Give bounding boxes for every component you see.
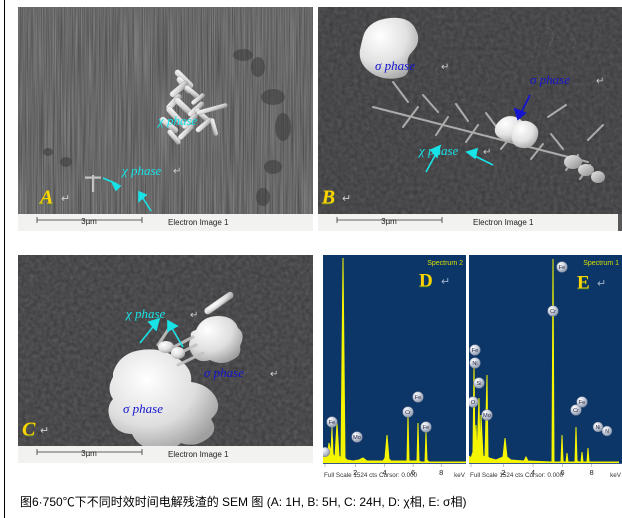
svg-text:Fe: Fe xyxy=(329,420,335,426)
svg-text:Fe: Fe xyxy=(423,425,429,431)
svg-text:↵: ↵ xyxy=(190,310,198,321)
svg-text:↵: ↵ xyxy=(483,147,491,158)
svg-text:Spectrum 1: Spectrum 1 xyxy=(583,260,619,267)
svg-text:χ phase: χ phase xyxy=(417,143,459,158)
svg-text:Cr: Cr xyxy=(550,309,556,315)
svg-text:χ phase: χ phase xyxy=(124,306,166,321)
svg-text:σ phase: σ phase xyxy=(530,72,570,87)
svg-text:Fe: Fe xyxy=(472,348,478,354)
svg-text:Mo: Mo xyxy=(483,413,491,419)
svg-text:↵: ↵ xyxy=(173,166,181,177)
svg-text:Fe: Fe xyxy=(559,265,565,271)
svg-text:Electron Image 1: Electron Image 1 xyxy=(168,450,229,459)
svg-text:σ phase: σ phase xyxy=(204,365,244,380)
svg-text:↵: ↵ xyxy=(441,276,450,288)
svg-text:3µm: 3µm xyxy=(81,449,97,458)
svg-text:↵: ↵ xyxy=(441,62,449,73)
svg-text:↵: ↵ xyxy=(270,369,278,380)
svg-text:O: O xyxy=(471,400,476,406)
svg-text:3µm: 3µm xyxy=(81,217,97,226)
svg-text:Cr: Cr xyxy=(573,408,579,414)
svg-text:3µm: 3µm xyxy=(381,217,397,226)
svg-text:D: D xyxy=(419,271,433,292)
svg-text:↵: ↵ xyxy=(61,193,70,205)
svg-text:Electron Image 1: Electron Image 1 xyxy=(473,218,534,227)
svg-text:σ phase: σ phase xyxy=(375,58,415,73)
svg-text:Electron Image 1: Electron Image 1 xyxy=(168,218,229,227)
svg-text:χ phase: χ phase xyxy=(120,163,162,178)
svg-text:Ni: Ni xyxy=(472,361,477,367)
svg-text:↵: ↵ xyxy=(342,193,351,205)
svg-text:↵: ↵ xyxy=(597,278,606,290)
svg-text:C: C xyxy=(22,419,36,441)
svg-text:B: B xyxy=(321,187,335,209)
svg-text:Si: Si xyxy=(477,381,482,387)
svg-text:Fe: Fe xyxy=(415,395,421,401)
svg-text:N: N xyxy=(605,429,609,435)
svg-text:↵: ↵ xyxy=(189,405,197,416)
svg-text:E: E xyxy=(577,273,590,294)
svg-text:Cr: Cr xyxy=(405,410,411,416)
svg-text:A: A xyxy=(38,187,53,209)
svg-text:Spectrum 2: Spectrum 2 xyxy=(427,260,463,267)
svg-text:↵: ↵ xyxy=(40,425,49,437)
svg-text:Mo: Mo xyxy=(353,435,361,441)
svg-text:Ni: Ni xyxy=(596,425,601,431)
svg-text:Fe: Fe xyxy=(579,400,585,406)
svg-text:χ phase: χ phase xyxy=(156,113,198,128)
svg-text:↵: ↵ xyxy=(596,76,604,87)
svg-text:σ phase: σ phase xyxy=(123,401,163,416)
